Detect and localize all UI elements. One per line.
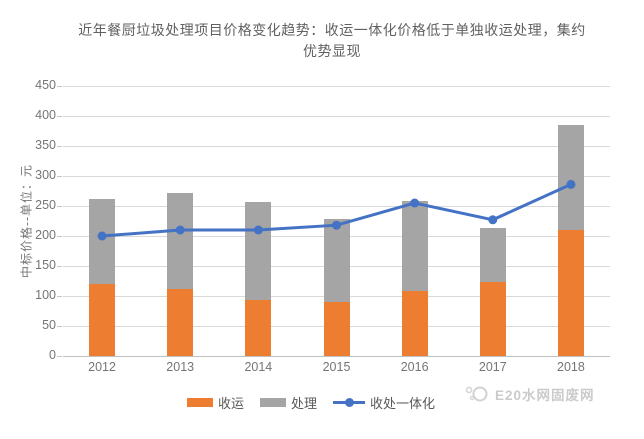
y-axis-tick (57, 146, 62, 147)
y-axis-tick (57, 206, 62, 207)
y-axis-tick (57, 296, 62, 297)
bar-segment-collection (245, 300, 272, 356)
legend-item-collection: 收运 (186, 393, 244, 412)
legend-label-integrated: 收处一体化 (370, 395, 436, 411)
x-tick-label: 2016 (400, 360, 429, 374)
bar-segment-treatment (557, 125, 584, 230)
y-gridline (63, 176, 610, 177)
y-tick-label: 250 (35, 198, 56, 212)
chart-title-line1: 近年餐厨垃圾处理项目价格变化趋势：收运一体化价格低于单独收运处理，集约 (78, 22, 586, 38)
legend-swatch-orange-bar (186, 397, 213, 407)
x-tick-label: 2013 (166, 360, 195, 374)
y-gridline (63, 206, 610, 207)
y-tick-label: 100 (35, 288, 56, 302)
bar-segment-collection (167, 289, 194, 356)
y-axis-tick (57, 236, 62, 237)
y-tick-label: 400 (35, 108, 56, 122)
chart-title: 近年餐厨垃圾处理项目价格变化趋势：收运一体化价格低于单独收运处理，集约 优势显现 (42, 20, 622, 62)
line-marker-icon (488, 215, 498, 225)
bar-segment-treatment (245, 201, 272, 301)
x-axis-line (63, 356, 610, 357)
y-gridline (63, 146, 610, 147)
x-tick-label: 2014 (244, 360, 273, 374)
bar-segment-treatment (479, 228, 506, 283)
bar-segment-collection (89, 284, 116, 356)
y-axis-tick (57, 116, 62, 117)
y-tick-label: 50 (42, 318, 56, 332)
y-tick-label: 350 (35, 138, 56, 152)
legend-line-marker-icon (344, 397, 354, 407)
bar-segment-collection (557, 230, 584, 356)
legend-label-treatment: 处理 (290, 395, 317, 411)
legend-item-treatment: 处理 (259, 393, 317, 412)
y-axis-tick (57, 326, 62, 327)
y-axis-tick (57, 356, 62, 357)
x-tick-label: 2015 (322, 360, 351, 374)
bar-segment-collection (401, 291, 428, 356)
legend-swatch-gray-bar (259, 397, 286, 407)
y-tick-label: 200 (35, 228, 56, 242)
x-tick-label: 2017 (478, 360, 507, 374)
y-tick-label: 300 (35, 168, 56, 182)
y-gridline (63, 86, 610, 87)
chart-title-line2: 优势显现 (303, 43, 361, 59)
legend-label-collection: 收运 (217, 395, 244, 411)
y-tick-label: 150 (35, 258, 56, 272)
bar-segment-collection (479, 282, 506, 356)
watermark: E20水网固废网 (464, 384, 595, 404)
y-tick-label: 450 (35, 78, 56, 92)
y-axis-tick (57, 86, 62, 87)
y-gridline (63, 116, 610, 117)
e20-logo-icon (465, 386, 488, 402)
bar-segment-treatment (323, 219, 350, 302)
bar-segment-collection (323, 302, 350, 356)
x-tick-label: 2012 (88, 360, 116, 374)
bar-segment-treatment (167, 192, 194, 290)
chart-legend: 收运 处理 收处一体化 (0, 393, 633, 411)
legend-swatch-blue-line (333, 397, 365, 407)
y-axis-tick (57, 266, 62, 267)
x-tick-label: 2018 (557, 360, 585, 374)
y-axis-tick (57, 176, 62, 177)
bar-segment-treatment (401, 201, 428, 292)
bar-segment-treatment (89, 198, 116, 284)
y-tick-label: 0 (49, 348, 56, 362)
legend-item-integrated: 收处一体化 (333, 393, 435, 412)
watermark-text: E20水网固废网 (495, 388, 595, 403)
